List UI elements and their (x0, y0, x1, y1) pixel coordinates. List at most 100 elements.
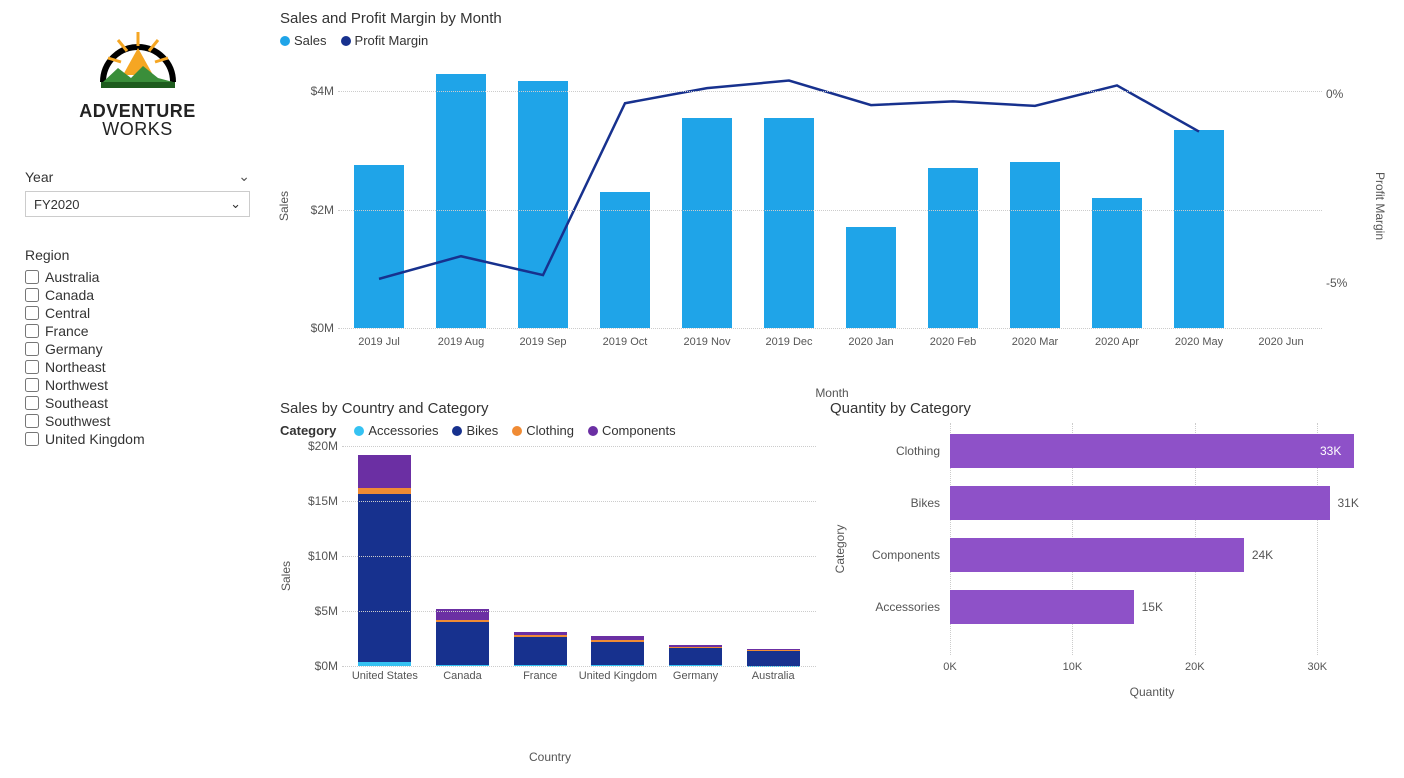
combo-chart[interactable]: Sales Profit Margin 2019 Jul2019 Aug2019… (298, 56, 1366, 356)
xlabel: United States (341, 670, 429, 682)
xlabel: 2019 Aug (420, 336, 502, 348)
region-label[interactable]: Germany (45, 341, 103, 357)
region-label[interactable]: Northeast (45, 359, 106, 375)
legend-item[interactable]: Components (588, 423, 676, 438)
logo: ADVENTUREWORKS (25, 20, 250, 138)
legend-item[interactable]: Clothing (512, 423, 574, 438)
combo-chart-panel: Sales and Profit Margin by Month Sales P… (280, 10, 1384, 400)
xlabel: 2019 Oct (584, 336, 666, 348)
region-label[interactable]: Australia (45, 269, 99, 285)
xlabel: 2020 Jun (1240, 336, 1322, 348)
xlabel: France (496, 670, 584, 682)
xlabel: Germany (651, 670, 739, 682)
xtick: 30K (1307, 661, 1327, 673)
year-selected: FY2020 (34, 197, 80, 212)
region-item[interactable]: Southeast (25, 395, 250, 411)
ytick: $10M (294, 549, 338, 563)
year-dropdown[interactable]: FY2020 ⌄ (25, 191, 250, 217)
ytick-right: -5% (1326, 276, 1366, 290)
stacked-segment[interactable] (669, 648, 722, 665)
xlabel: 2020 Jan (830, 336, 912, 348)
stacked-segment[interactable] (436, 622, 489, 665)
combo-y-right-title: Profit Margin (1373, 172, 1387, 240)
hbar-value: 31K (1338, 496, 1359, 510)
legend-margin: Profit Margin (355, 33, 429, 48)
region-item[interactable]: France (25, 323, 250, 339)
stacked-bar[interactable] (669, 645, 722, 666)
region-checkbox[interactable] (25, 360, 39, 374)
margin-line[interactable] (379, 81, 1199, 279)
stacked-segment[interactable] (358, 494, 411, 662)
xlabel: 2019 Jul (338, 336, 420, 348)
hbar-chart-panel: Quantity by Category Category Clothing33… (830, 400, 1384, 770)
ytick-right: 0% (1326, 87, 1366, 101)
stacked-bar[interactable] (591, 636, 644, 666)
stacked-segment[interactable] (358, 455, 411, 488)
hbar-category: Accessories (830, 600, 940, 614)
region-label[interactable]: United Kingdom (45, 431, 145, 447)
hbar-category: Clothing (830, 444, 940, 458)
region-label[interactable]: Canada (45, 287, 94, 303)
hbar-value: 33K (1320, 444, 1341, 458)
stacked-bar[interactable] (747, 649, 800, 666)
xlabel: Canada (418, 670, 506, 682)
hbar-bar[interactable] (950, 590, 1134, 624)
region-checkbox[interactable] (25, 342, 39, 356)
stacked-legend-title: Category (280, 423, 336, 438)
region-label[interactable]: Northwest (45, 377, 108, 393)
region-checkbox[interactable] (25, 324, 39, 338)
region-item[interactable]: Central (25, 305, 250, 321)
region-item[interactable]: Southwest (25, 413, 250, 429)
hbar-row: Clothing33K (950, 429, 1354, 473)
ytick: $0M (294, 659, 338, 673)
xlabel: United Kingdom (574, 670, 662, 682)
hbar-bar[interactable] (950, 486, 1330, 520)
ytick: $2M (298, 203, 334, 217)
region-label[interactable]: Southeast (45, 395, 108, 411)
stacked-bar[interactable] (358, 455, 411, 666)
chevron-down-icon[interactable]: ⌄ (238, 168, 250, 185)
region-checkbox[interactable] (25, 396, 39, 410)
hbar-bar[interactable] (950, 538, 1244, 572)
hbar-value: 24K (1252, 548, 1273, 562)
xlabel: 2019 Dec (748, 336, 830, 348)
region-checkbox[interactable] (25, 414, 39, 428)
region-item[interactable]: Northeast (25, 359, 250, 375)
stacked-segment[interactable] (747, 651, 800, 665)
legend-item[interactable]: Accessories (354, 423, 438, 438)
xlabel: 2019 Nov (666, 336, 748, 348)
xtick: 10K (1063, 661, 1083, 673)
region-item[interactable]: Canada (25, 287, 250, 303)
region-item[interactable]: Australia (25, 269, 250, 285)
region-item[interactable]: Northwest (25, 377, 250, 393)
ytick: $5M (294, 604, 338, 618)
main: Sales and Profit Margin by Month Sales P… (280, 10, 1384, 770)
legend-item[interactable]: Bikes (452, 423, 498, 438)
region-label[interactable]: Southwest (45, 413, 110, 429)
region-checkbox[interactable] (25, 306, 39, 320)
hbar-bar[interactable] (950, 434, 1354, 468)
xlabel: 2019 Sep (502, 336, 584, 348)
stacked-chart[interactable]: Sales United StatesCanadaFranceUnited Ki… (298, 446, 820, 706)
xlabel: 2020 May (1158, 336, 1240, 348)
hbar-category: Bikes (830, 496, 940, 510)
region-checkbox[interactable] (25, 270, 39, 284)
ytick: $20M (294, 439, 338, 453)
region-checkbox[interactable] (25, 432, 39, 446)
region-checkbox[interactable] (25, 378, 39, 392)
stacked-bar[interactable] (436, 609, 489, 666)
combo-y-left-title: Sales (277, 191, 291, 221)
hbar-category: Components (830, 548, 940, 562)
stacked-segment[interactable] (514, 637, 567, 666)
region-item[interactable]: Germany (25, 341, 250, 357)
sidebar: ADVENTUREWORKS Year ⌄ FY2020 ⌄ Region Au… (10, 10, 260, 770)
region-item[interactable]: United Kingdom (25, 431, 250, 447)
region-label[interactable]: Central (45, 305, 90, 321)
hbar-chart[interactable]: Category Clothing33KBikes31KComponents24… (830, 423, 1384, 703)
hbar-row: Components24K (950, 533, 1354, 577)
region-checkbox[interactable] (25, 288, 39, 302)
logo-text-2: WORKS (102, 119, 173, 139)
region-label[interactable]: France (45, 323, 89, 339)
stacked-bar[interactable] (514, 632, 567, 666)
stacked-segment[interactable] (591, 642, 644, 666)
